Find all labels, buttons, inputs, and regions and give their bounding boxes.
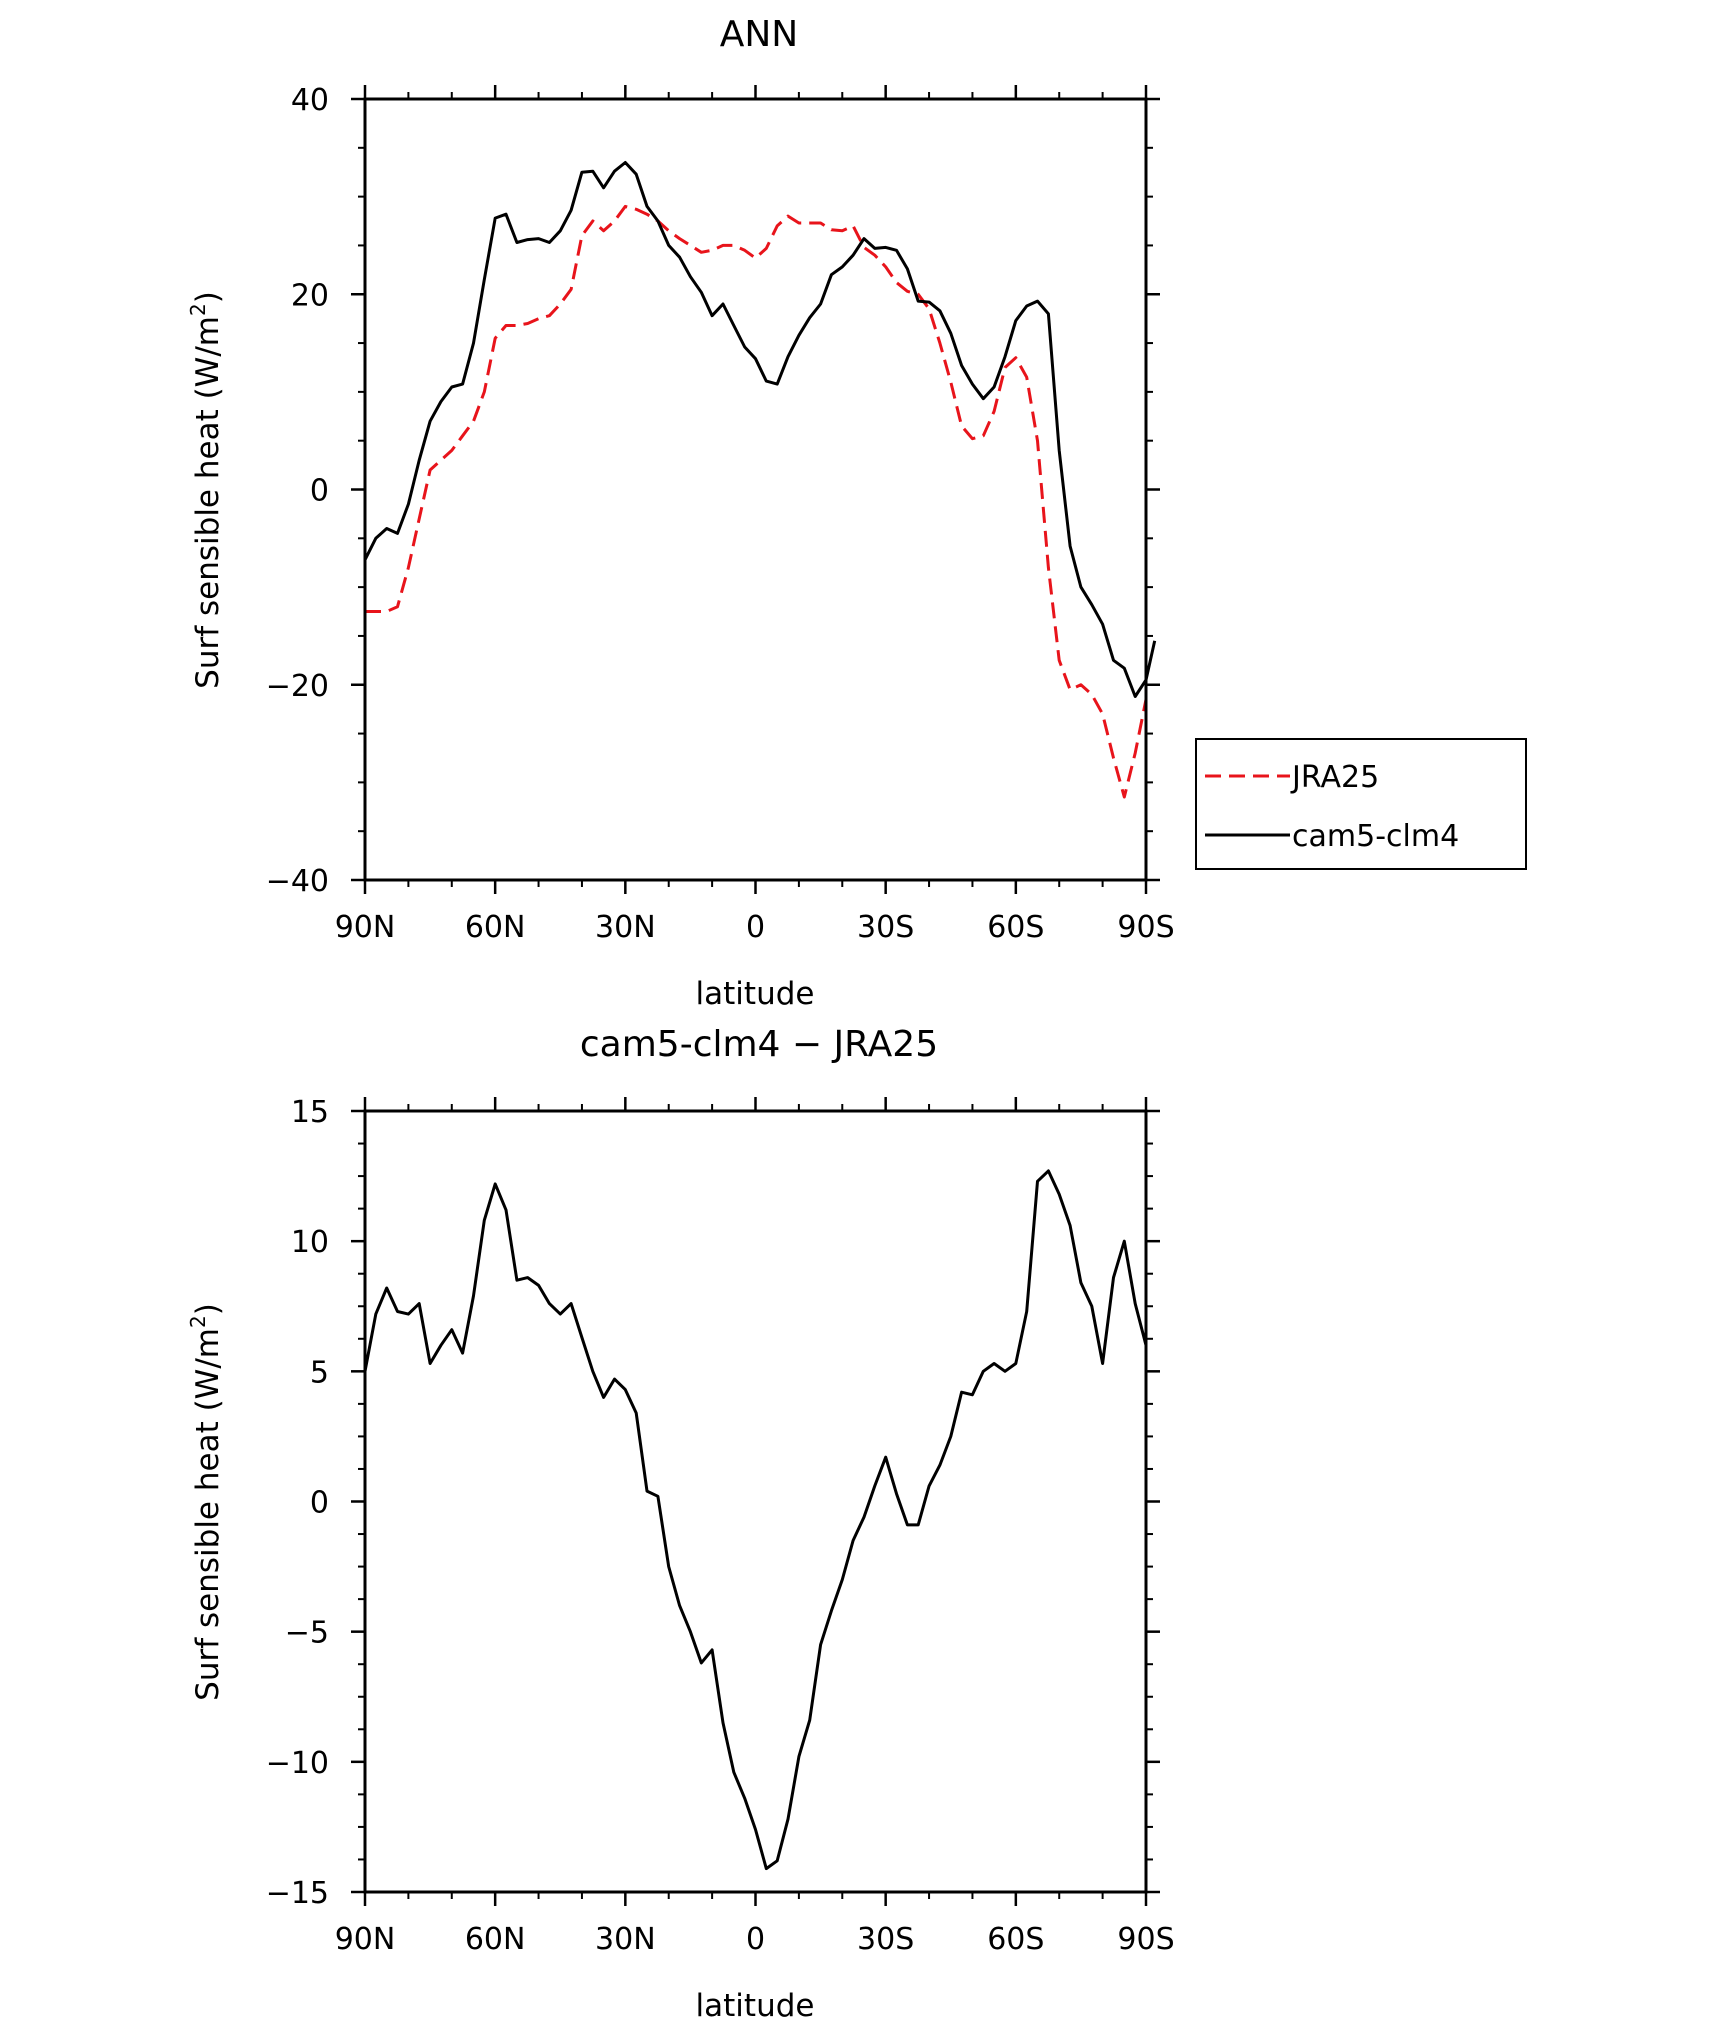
top-chart-y-tick-labels: 40 20 0 −20 −40: [266, 83, 329, 899]
top-chart-lines: [363, 161, 1157, 799]
top-x-tick-label: 0: [746, 910, 765, 945]
top-chart-ticks: [351, 85, 1160, 894]
difference-series-line: [363, 1169, 1148, 1871]
bottom-x-tick-label: 30S: [857, 1922, 914, 1957]
legend-label-jra25: JRA25: [1290, 760, 1379, 795]
bottom-chart-y-tick-labels: 15 10 5 0 −5 −10 −15: [266, 1095, 329, 1911]
bottom-chart-x-axis-label: latitude: [696, 1988, 815, 2021]
bottom-y-tick-label: 10: [291, 1225, 329, 1260]
bottom-chart-y-axis-label: Surf sensible heat (W/m2): [186, 1303, 226, 1701]
bottom-chart-ticks: [351, 1097, 1160, 1906]
bottom-chart-panel: cam5-clm4 − JRA25 15 10 5 0 −5 −10 −15 90N 60N 3…: [186, 1024, 1175, 2021]
top-y-tick-label: −40: [266, 864, 329, 899]
bottom-chart-title: cam5-clm4 − JRA25: [580, 1024, 938, 1065]
top-chart-title: ANN: [720, 14, 799, 55]
bottom-x-tick-label: 60S: [987, 1922, 1044, 1957]
top-y-tick-label: 20: [291, 278, 329, 313]
bottom-y-tick-label: −10: [266, 1746, 329, 1781]
top-x-tick-label: 60N: [465, 910, 526, 945]
bottom-y-tick-label: −15: [266, 1876, 329, 1911]
bottom-x-tick-label: 90S: [1117, 1922, 1174, 1957]
top-chart-y-axis-label: Surf sensible heat (W/m2): [186, 291, 226, 689]
bottom-x-tick-label: 90N: [335, 1922, 396, 1957]
top-chart-panel: ANN 40 20 0 −20 −40 90N 60N 30N 0 30S 60S 90S lati…: [186, 14, 1527, 1012]
bottom-chart-frame: [363, 1109, 1148, 1894]
bottom-y-tick-label: 5: [310, 1355, 329, 1390]
top-y-tick-label: 40: [291, 83, 329, 118]
top-y-tick-label: 0: [310, 474, 329, 509]
top-chart-frame: [363, 97, 1148, 882]
legend-box: [1195, 738, 1527, 870]
top-x-tick-label: 30N: [595, 910, 656, 945]
top-x-tick-label: 90S: [1117, 910, 1174, 945]
bottom-chart-lines: [363, 1169, 1148, 1871]
legend: JRA25 cam5-clm4: [1195, 738, 1527, 870]
top-x-tick-label: 60S: [987, 910, 1044, 945]
top-x-tick-label: 90N: [335, 910, 396, 945]
bottom-x-tick-label: 30N: [595, 1922, 656, 1957]
top-y-tick-label: −20: [266, 669, 329, 704]
bottom-x-tick-label: 60N: [465, 1922, 526, 1957]
bottom-x-tick-label: 0: [746, 1922, 765, 1957]
top-chart-x-axis-label: latitude: [696, 976, 815, 1012]
legend-label-cam5-clm4: cam5-clm4: [1292, 819, 1459, 854]
bottom-chart-x-tick-labels: 90N 60N 30N 0 30S 60S 90S: [335, 1922, 1175, 1957]
bottom-y-tick-label: −5: [285, 1616, 329, 1651]
bottom-y-tick-label: 15: [291, 1095, 329, 1130]
jra25-series-line: [365, 204, 1148, 799]
cam5-clm4-series-line: [363, 161, 1157, 698]
top-chart-x-tick-labels: 90N 60N 30N 0 30S 60S 90S: [335, 910, 1175, 945]
bottom-y-tick-label: 0: [310, 1486, 329, 1521]
top-x-tick-label: 30S: [857, 910, 914, 945]
